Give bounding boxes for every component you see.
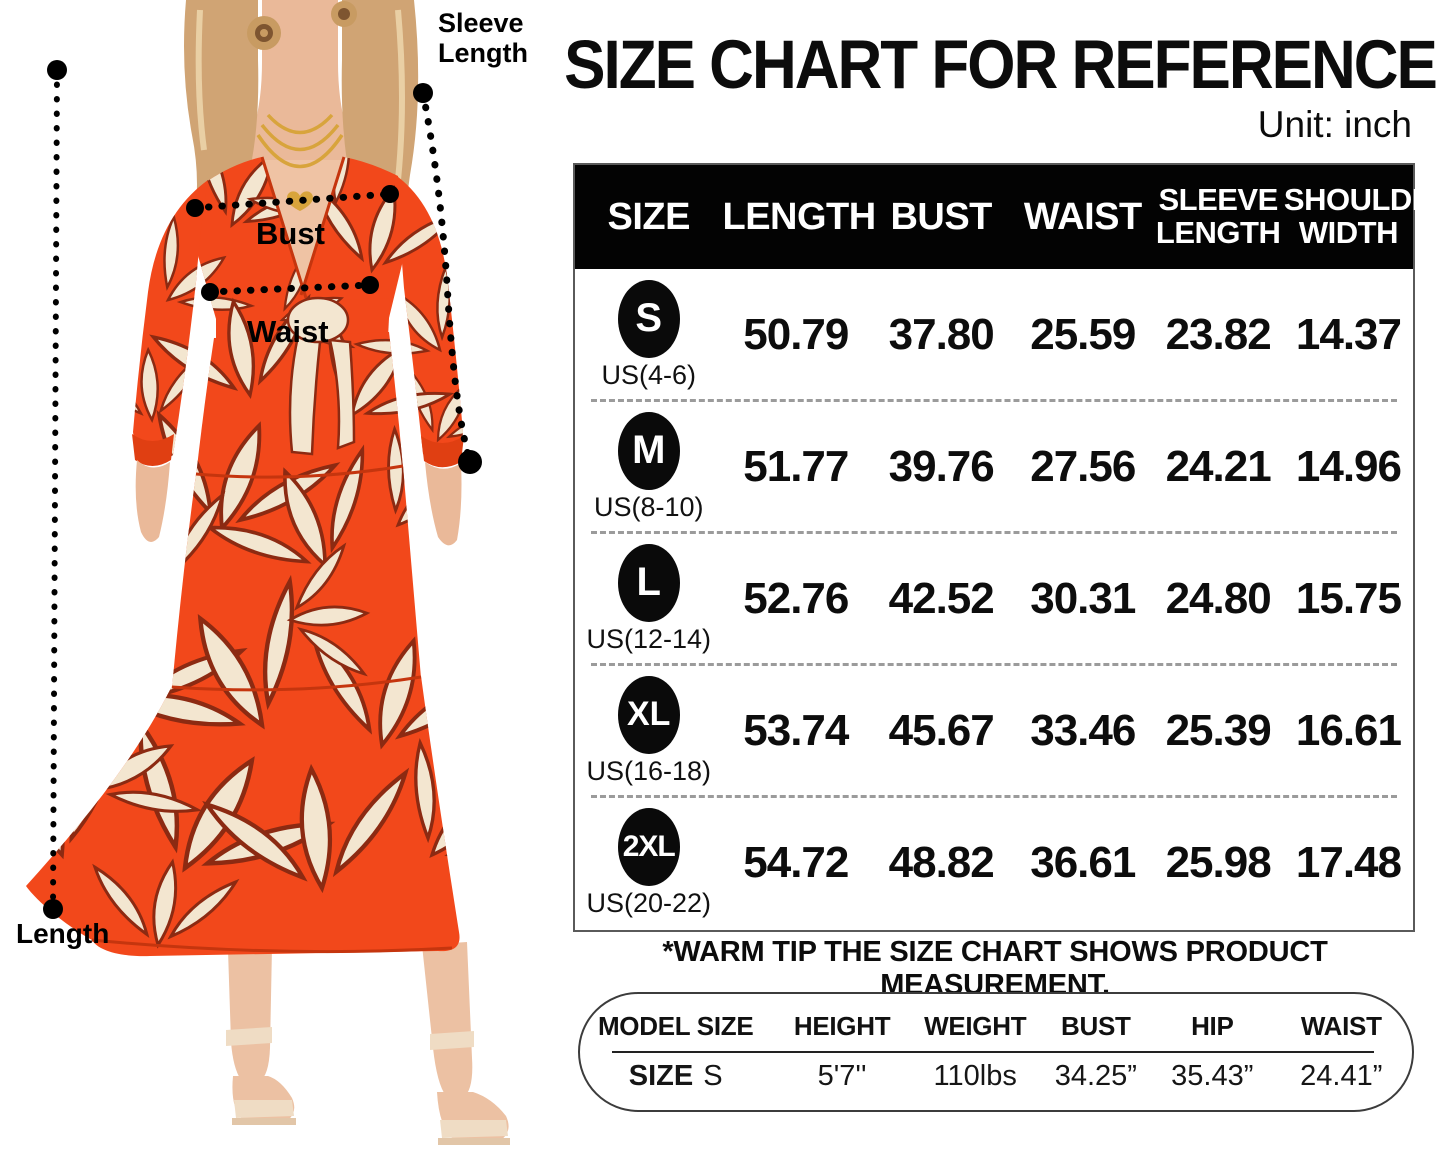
us-size-label: US(8-10) [593,491,704,522]
necklace [256,113,344,211]
header-cell-bust: BUST [890,195,992,238]
cell-shoulder: 14.37 [1295,310,1402,359]
unit-label: Unit: inch [1257,104,1412,145]
model-header-height: HEIGHT [793,1011,891,1041]
model-dress [26,156,464,957]
cell-waist: 25.59 [1030,310,1136,359]
model-header-hip: HIP [1191,1011,1234,1041]
model-header-waist: WAIST [1300,1011,1382,1041]
table-row-s: S US(4-6) 50.79 37.80 25.59 23.82 14.37 [575,269,1413,402]
length-annotation: Length [16,918,110,949]
model-hands [135,460,462,546]
cell-sleeve: 23.82 [1165,310,1272,359]
table-row-m: M US(8-10) 51.77 39.76 27.56 24.21 14.96 [575,401,1413,534]
model-header-weight: WEIGHT [924,1011,1027,1041]
cell-waist: 27.56 [1030,442,1136,491]
cell-bust: 39.76 [888,442,995,491]
us-size-label: US(12-14) [586,623,712,654]
size-badge: L [617,543,680,622]
header-cell-length: LENGTH [722,195,876,238]
bust-annotation: Bust [256,216,325,251]
model-illustration [26,0,510,1145]
cell-waist: 36.61 [1030,838,1136,887]
size-cell: 2XL US(20-22) [575,807,722,919]
measure-annotations [43,60,482,919]
table-row-xl: XL US(16-18) 53.74 45.67 33.46 25.39 16.… [575,665,1413,798]
cell-sleeve: 25.98 [1165,838,1272,887]
size-chart-table: SIZE LENGTH BUST WAIST SLEEVE LENGTH SHO… [573,163,1445,932]
size-badge: XL [617,675,680,754]
cell-sleeve: 25.39 [1165,706,1272,755]
earring-icon [247,1,357,50]
cell-bust: 48.82 [888,838,995,887]
cell-length: 52.76 [743,574,849,623]
cell-shoulder: 16.61 [1295,706,1402,755]
us-size-label: US(4-6) [601,359,696,390]
length-measure-line [43,60,67,919]
model-legs [226,942,510,1145]
size-cell: S US(4-6) [575,279,722,391]
header-cell-shoulder-width: SHOULDER WIDTH [1283,182,1445,250]
cell-bust: 45.67 [888,706,995,755]
cell-bust: 37.80 [888,310,995,359]
waist-annotation: Waist [247,314,329,349]
page-title: SIZE CHART FOR REFERENCE [564,27,1438,104]
sleeve-measure-line [413,83,482,474]
cell-shoulder: 15.75 [1295,574,1402,623]
model-size-letter: S [703,1060,723,1092]
model-info-header-row: MODEL SIZE HEIGHT WEIGHT BUST HIP WAIST [580,1011,1412,1042]
table-row-2xl: 2XL US(20-22) 54.72 48.82 36.61 25.98 17… [575,797,1413,929]
size-badge: S [617,279,680,358]
bust-measure-line [186,185,399,217]
cell-length: 50.79 [743,310,849,359]
model-bust-value: 34.25” [1054,1060,1137,1092]
size-cell: XL US(16-18) [575,675,722,787]
cell-waist: 33.46 [1030,706,1136,755]
model-header-size: MODEL SIZE [597,1011,754,1041]
header-cell-sleeve-length: SLEEVE LENGTH [1155,182,1281,250]
model-size-label: SIZE [628,1060,694,1092]
size-chart-header-row: SIZE LENGTH BUST WAIST SLEEVE LENGTH SHO… [575,165,1445,269]
size-cell: L US(12-14) [575,543,722,655]
model-header-bust: BUST [1061,1011,1131,1041]
us-size-label: US(16-18) [586,755,712,786]
model-info-divider [612,1051,1374,1053]
waist-measure-line [201,276,379,301]
model-info-value-row: SIZE S 5'7'' 110lbs 34.25” 35.43” 24.41” [580,1060,1412,1093]
model-info-table: MODEL SIZE HEIGHT WEIGHT BUST HIP WAIST … [578,992,1414,1112]
cell-waist: 30.31 [1030,574,1136,623]
cell-length: 51.77 [743,442,849,491]
table-row-l: L US(12-14) 52.76 42.52 30.31 24.80 15.7… [575,533,1413,666]
sleeve-length-annotation: Sleeve Length [438,8,528,69]
size-badge: 2XL [617,807,680,886]
waist-tie-bow [286,296,356,456]
model-weight-value: 110lbs [933,1060,1017,1092]
size-cell: M US(8-10) [575,411,722,523]
model-hip-value: 35.43” [1171,1060,1254,1092]
cell-length: 53.74 [743,706,849,755]
us-size-label: US(20-22) [586,887,712,918]
cell-length: 54.72 [743,838,849,887]
header-cell-waist: WAIST [1023,195,1142,238]
model-waist-value: 24.41” [1300,1060,1383,1092]
cell-sleeve: 24.21 [1165,442,1272,491]
model-photo-region: Sleeve Length Bust Waist Length [0,0,570,1156]
header-cell-size: SIZE [607,195,691,238]
size-badge: M [617,411,680,490]
sandals [226,1027,510,1145]
cell-bust: 42.52 [888,574,995,623]
cell-shoulder: 14.96 [1295,442,1402,491]
cell-sleeve: 24.80 [1165,574,1272,623]
model-size-value: SIZE S [580,1060,771,1093]
model-height-value: 5'7'' [817,1060,867,1092]
cell-shoulder: 17.48 [1295,838,1402,887]
